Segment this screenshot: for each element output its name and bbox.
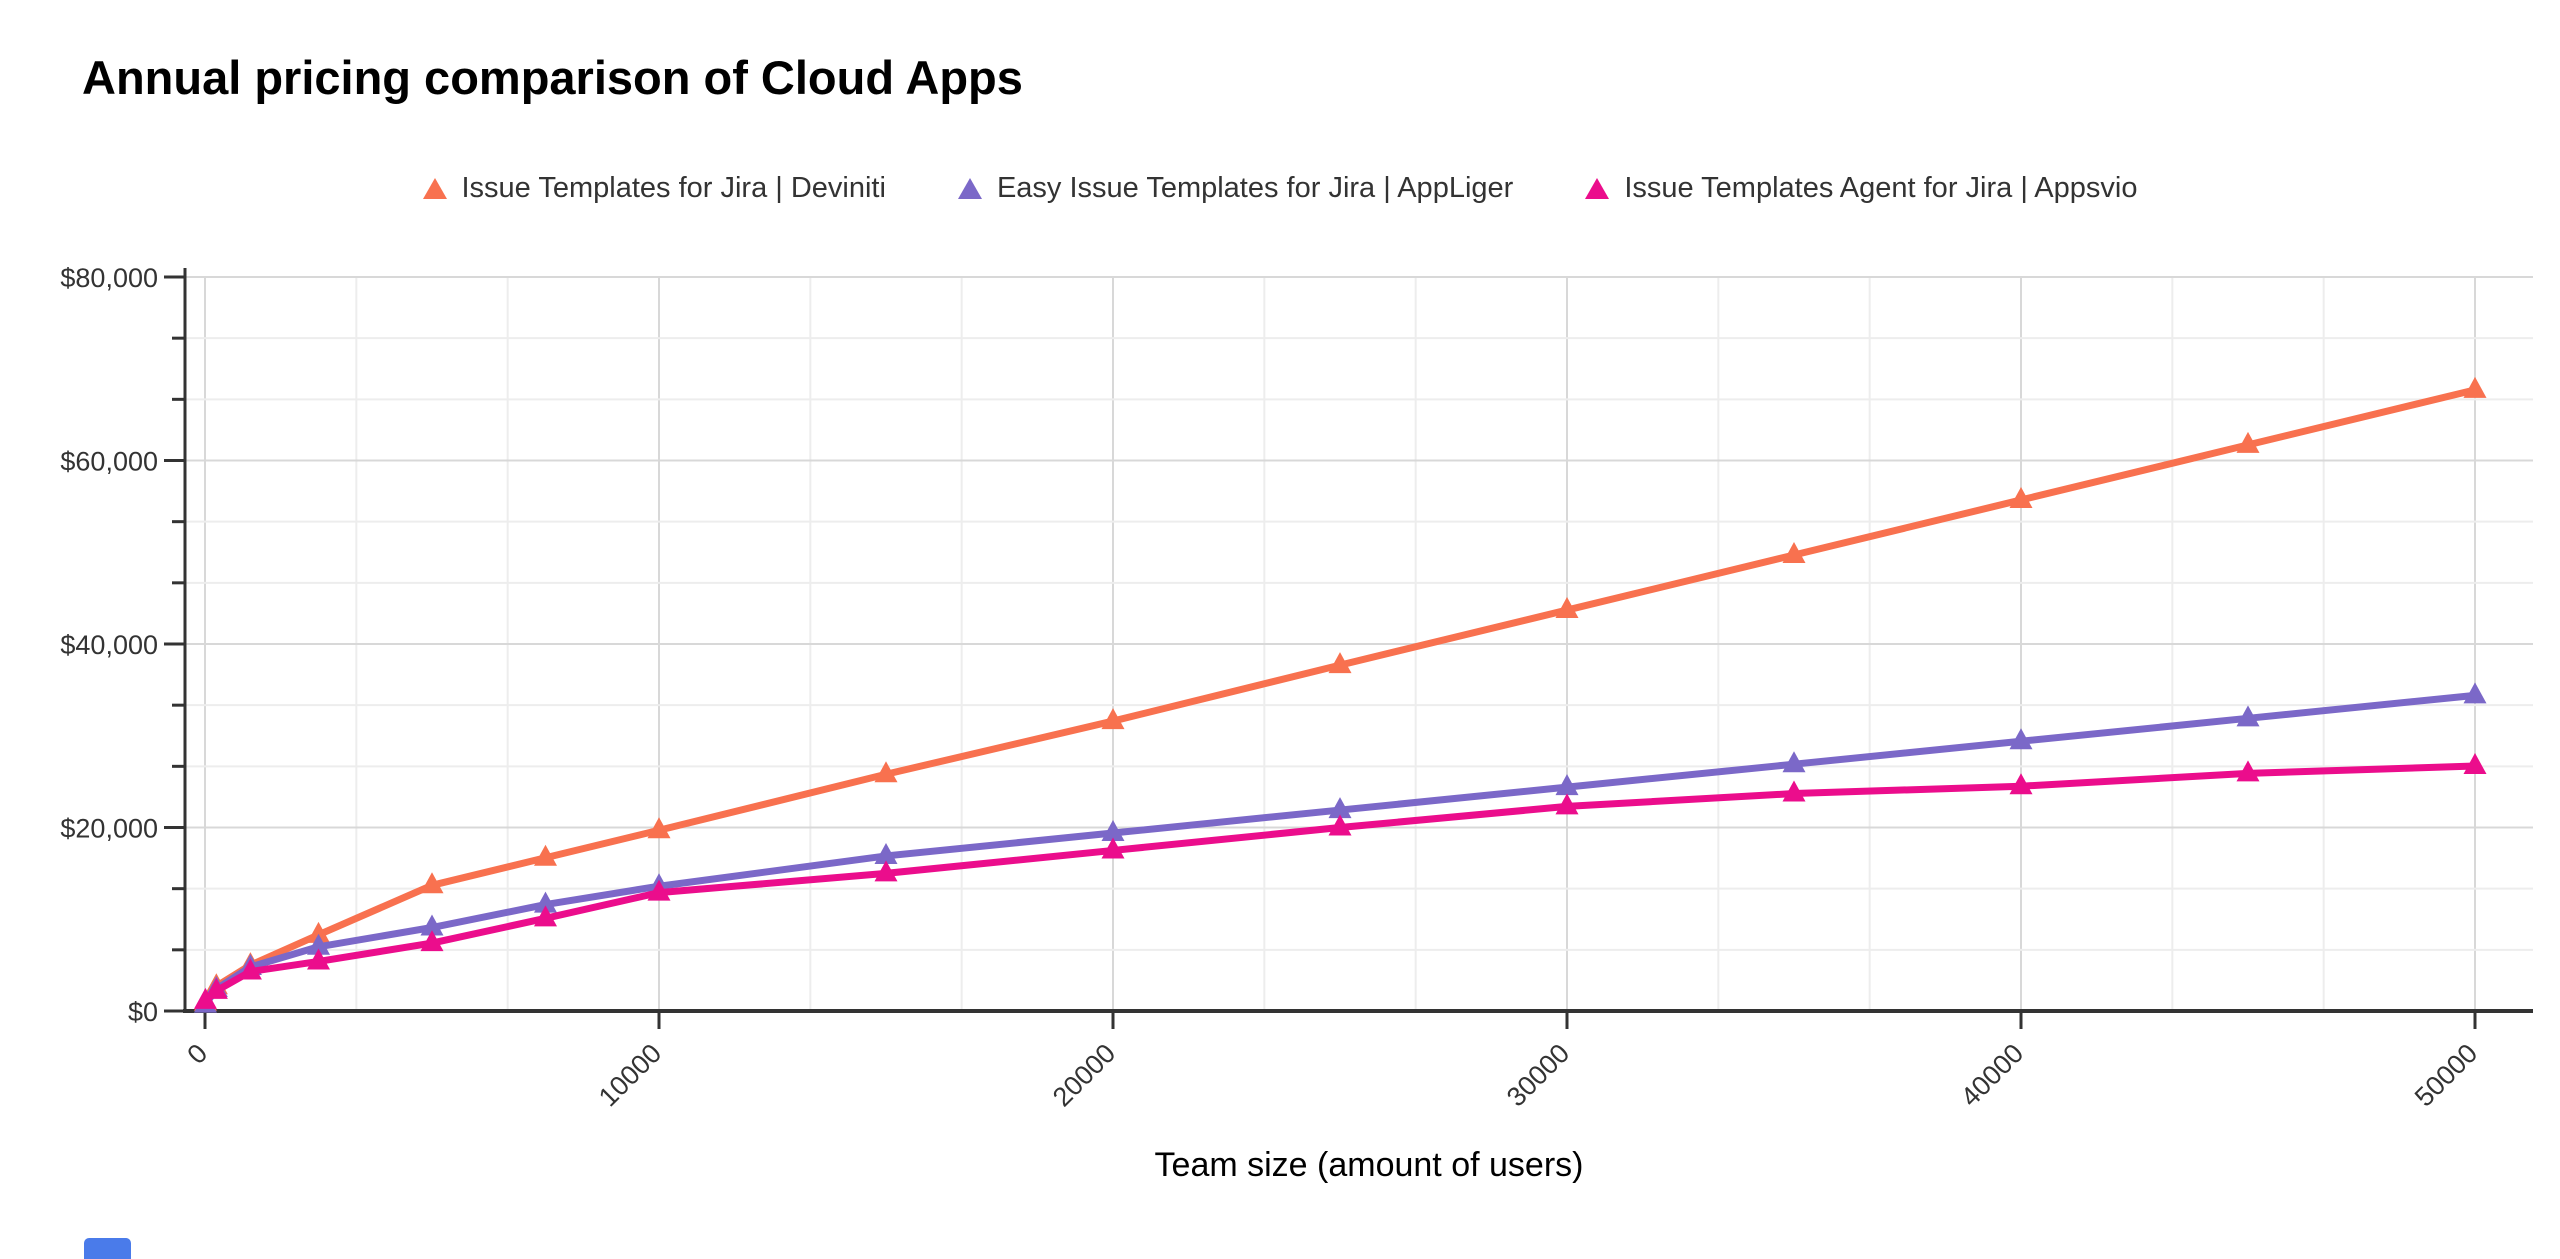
series-0-marker bbox=[1328, 652, 1352, 674]
x-tick-label-1: 10000 bbox=[593, 1038, 667, 1112]
series-1-marker bbox=[1328, 797, 1352, 819]
legend-item-appsvio: Issue Templates Agent for Jira | Appsvio bbox=[1585, 172, 2137, 205]
series-2-marker bbox=[238, 958, 262, 980]
y-tick-label-2: $40,000 bbox=[60, 630, 158, 660]
series-1-marker bbox=[1101, 820, 1125, 842]
x-tick-label-5: 50000 bbox=[2409, 1038, 2483, 1112]
series-1-marker bbox=[1782, 751, 1806, 773]
series-1-marker bbox=[307, 933, 330, 955]
triangle-up-icon bbox=[957, 178, 982, 199]
series-1-marker bbox=[420, 914, 444, 936]
series-0-marker bbox=[2236, 431, 2260, 453]
chart-legend: Issue Templates for Jira | Deviniti Easy… bbox=[0, 172, 2560, 205]
series-0-marker bbox=[420, 872, 444, 894]
series-0-marker bbox=[1555, 597, 1579, 619]
series-2-marker bbox=[420, 930, 444, 952]
series-1-marker bbox=[874, 842, 898, 864]
series-2-marker bbox=[1101, 837, 1125, 859]
series-2-marker bbox=[2463, 753, 2487, 775]
y-tick-label-1: $20,000 bbox=[60, 814, 158, 844]
chart-title: Annual pricing comparison of Cloud Apps bbox=[82, 51, 1023, 104]
y-tick-label-3: $60,000 bbox=[60, 447, 158, 477]
series-2-marker bbox=[204, 977, 228, 999]
series-2-marker bbox=[2236, 760, 2260, 782]
y-tick-label-0: $0 bbox=[128, 997, 158, 1027]
legend-item-appliger: Easy Issue Templates for Jira | AppLiger bbox=[957, 172, 1514, 205]
triangle-up-icon bbox=[422, 178, 447, 199]
legend-item-deviniti: Issue Templates for Jira | Deviniti bbox=[422, 172, 886, 205]
series-0-marker bbox=[1101, 708, 1125, 730]
y-tick-label-4: $80,000 bbox=[60, 263, 158, 293]
series-1-marker bbox=[2463, 682, 2487, 704]
legend-label: Easy Issue Templates for Jira | AppLiger bbox=[996, 172, 1514, 204]
legend-label: Issue Templates for Jira | Deviniti bbox=[461, 172, 886, 204]
series-2-marker bbox=[534, 905, 557, 927]
series-2-marker bbox=[1328, 814, 1352, 836]
series-0-marker bbox=[647, 817, 671, 839]
series-2-marker bbox=[647, 879, 671, 901]
legend-label: Issue Templates Agent for Jira | Appsvio bbox=[1624, 172, 2138, 204]
series-0-marker bbox=[2463, 376, 2487, 398]
x-tick-label-3: 30000 bbox=[1501, 1038, 1575, 1112]
x-tick-label-0: 0 bbox=[181, 1038, 213, 1070]
series-0-marker bbox=[307, 921, 330, 943]
series-2-marker bbox=[307, 948, 330, 970]
x-tick-label-4: 40000 bbox=[1955, 1038, 2029, 1112]
series-1-marker bbox=[2009, 728, 2033, 750]
series-1-marker bbox=[534, 891, 557, 913]
series-0-marker bbox=[1782, 542, 1806, 564]
series-2-marker bbox=[1555, 793, 1579, 815]
series-0-marker bbox=[2009, 486, 2033, 508]
partial-blue-button[interactable] bbox=[84, 1238, 131, 1259]
series-0-marker bbox=[874, 761, 898, 783]
series-2-marker bbox=[2009, 773, 2033, 795]
x-axis-title: Team size (amount of users) bbox=[1154, 1146, 1584, 1184]
series-1-marker bbox=[2236, 705, 2260, 727]
series-1-marker bbox=[1555, 774, 1579, 796]
triangle-up-icon bbox=[1585, 178, 1610, 199]
series-2-marker bbox=[1782, 780, 1806, 802]
x-tick-label-2: 20000 bbox=[1047, 1038, 1121, 1112]
series-2-marker bbox=[874, 860, 898, 882]
series-0-marker bbox=[534, 844, 557, 866]
